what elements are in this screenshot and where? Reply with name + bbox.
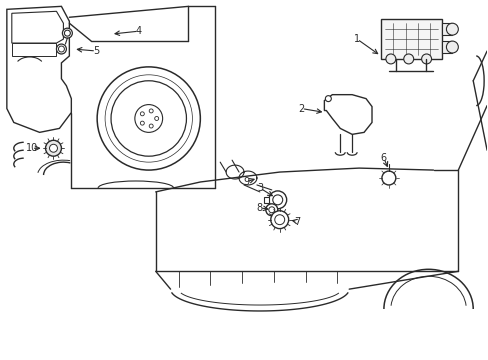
Text: 7: 7 [294,217,300,227]
Circle shape [140,121,144,125]
Circle shape [325,96,331,102]
Text: 6: 6 [380,153,386,163]
Text: 9: 9 [243,177,248,187]
Polygon shape [442,41,451,53]
Text: 3: 3 [256,183,263,193]
Circle shape [140,112,144,116]
Circle shape [97,67,200,170]
Polygon shape [7,6,71,132]
Polygon shape [12,43,56,56]
Circle shape [421,54,431,64]
Circle shape [149,109,153,113]
Circle shape [59,46,64,52]
Circle shape [385,54,395,64]
Circle shape [45,140,61,156]
Circle shape [62,28,72,38]
Circle shape [154,117,158,121]
Circle shape [272,195,282,205]
Polygon shape [264,197,268,203]
Circle shape [135,105,163,132]
Text: 2: 2 [298,104,304,113]
Circle shape [381,171,395,185]
Circle shape [64,30,70,36]
Text: 5: 5 [93,46,99,56]
Text: 4: 4 [136,26,142,36]
Circle shape [149,124,153,128]
Circle shape [274,215,284,225]
Text: 8: 8 [256,203,263,213]
Polygon shape [442,23,451,35]
Polygon shape [380,19,442,59]
Polygon shape [12,11,63,43]
Circle shape [270,211,288,229]
Circle shape [49,144,57,152]
Circle shape [403,54,413,64]
Polygon shape [324,95,371,134]
Text: 10: 10 [25,143,38,153]
Circle shape [265,204,277,216]
Circle shape [111,81,186,156]
Circle shape [268,191,286,209]
Circle shape [446,23,457,35]
Text: 1: 1 [353,34,360,44]
Circle shape [268,207,274,213]
Circle shape [56,44,66,54]
Circle shape [446,41,457,53]
